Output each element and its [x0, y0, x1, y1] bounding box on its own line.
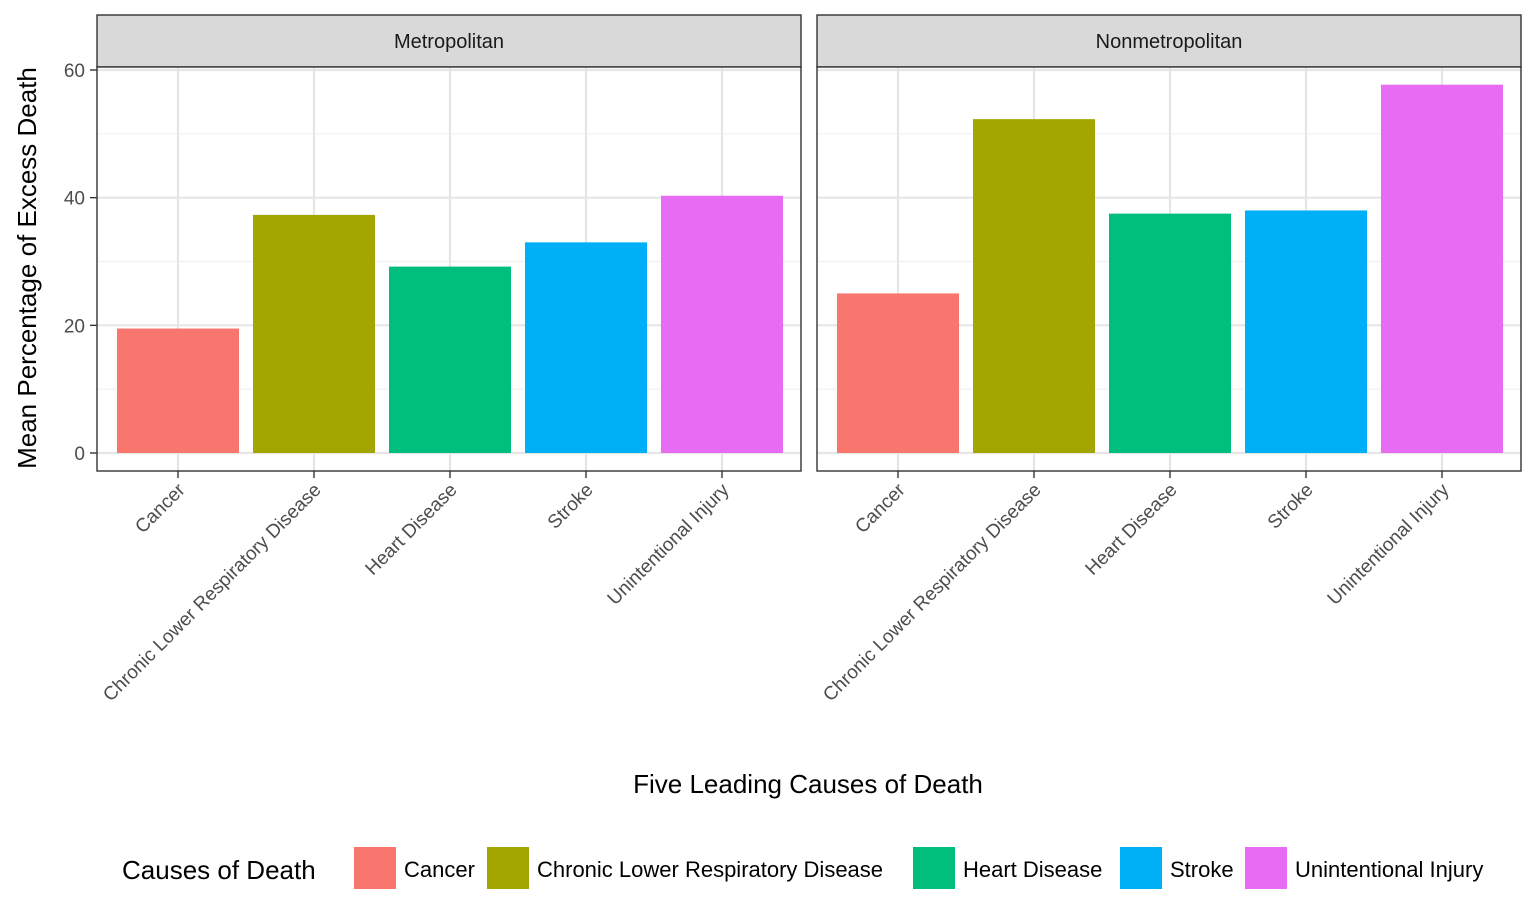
bar-nonmetropolitan-stroke: [1245, 210, 1367, 453]
facet-strip-label: Metropolitan: [394, 31, 504, 53]
x-tick-label: Unintentional Injury: [1324, 479, 1454, 609]
x-tick-label: Cancer: [851, 479, 910, 538]
legend-label: Stroke: [1170, 857, 1234, 882]
legend-key: [1245, 847, 1287, 889]
y-tick-label: 60: [64, 61, 85, 82]
x-tick-label: Chronic Lower Respiratory Disease: [99, 480, 325, 706]
legend-label: Unintentional Injury: [1295, 857, 1483, 882]
x-axis-title: Five Leading Causes of Death: [633, 769, 983, 799]
bar-metropolitan-heart-disease: [389, 266, 511, 453]
legend-label: Cancer: [404, 857, 475, 882]
facet-strip: [96, 14, 802, 68]
legend: Causes of Death Cancer Chronic Lower Resp…: [122, 847, 1483, 889]
y-tick-label: 20: [64, 316, 85, 337]
panel-border: [96, 66, 802, 472]
x-tick-label: Stroke: [544, 480, 598, 534]
bar-nonmetropolitan-unintentional-injury: [1381, 84, 1503, 453]
x-tick-label: Heart Disease: [362, 480, 462, 580]
bar-nonmetropolitan-chronic-lower-respiratory-disease: [973, 119, 1095, 453]
facet-strip-label: Nonmetropolitan: [1096, 31, 1243, 53]
legend-label: Chronic Lower Respiratory Disease: [537, 857, 883, 882]
legend-key: [1120, 847, 1162, 889]
bar-metropolitan-unintentional-injury: [661, 195, 783, 454]
x-tick-label: Unintentional Injury: [604, 479, 734, 609]
legend-label: Heart Disease: [963, 857, 1102, 882]
legend-key: [487, 847, 529, 889]
y-tick-label: 40: [64, 189, 85, 210]
legend-key: [354, 847, 396, 889]
x-tick-label: Heart Disease: [1082, 480, 1182, 580]
panel-border: [816, 66, 1522, 472]
bar-metropolitan-cancer: [117, 328, 239, 453]
bar-nonmetropolitan-heart-disease: [1109, 213, 1231, 453]
facet-strip: [816, 14, 1522, 68]
x-tick-label: Chronic Lower Respiratory Disease: [819, 480, 1045, 706]
y-axis: 0 20 40 60: [64, 61, 97, 465]
bar-metropolitan-chronic-lower-respiratory-disease: [253, 214, 375, 453]
x-tick-label: Stroke: [1264, 480, 1318, 534]
legend-title: Causes of Death: [122, 855, 316, 885]
x-tick-label: Cancer: [131, 479, 190, 538]
y-tick-label: 0: [74, 444, 85, 465]
y-axis-title: Mean Percentage of Excess Death: [12, 67, 42, 469]
bar-nonmetropolitan-cancer: [837, 293, 959, 453]
legend-key: [913, 847, 955, 889]
bar-metropolitan-stroke: [525, 242, 647, 453]
